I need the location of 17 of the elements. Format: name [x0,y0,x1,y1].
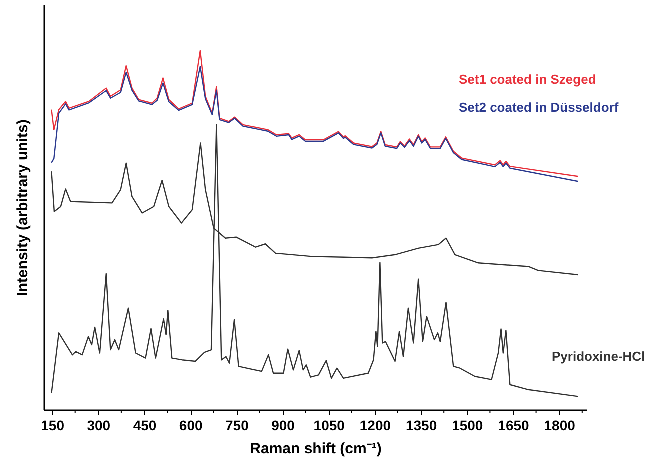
text: Set2 coated in Düsseldorf [459,100,620,115]
x-tick-label: 1050 [314,418,346,434]
x-tick-label: 1650 [498,418,530,434]
x-tick-label: 300 [87,418,111,434]
x-tick-label: 1500 [452,418,484,434]
x-axis-title: Raman shift (cm⁻¹) [250,440,382,458]
x-tick-label: 600 [179,418,203,434]
y-axis-title: Intensity (arbitrary units) [14,120,32,296]
x-tick-label: 1350 [406,418,438,434]
x-tick-label: 150 [41,418,65,434]
x-tick-label: 1200 [360,418,392,434]
text: Set1 coated in Szeged [459,72,596,87]
x-tick-label: 450 [133,418,157,434]
x-tick-label: 900 [272,418,296,434]
text: Pyridoxine-HCl [552,349,646,364]
x-tick-label: 1800 [544,418,576,434]
x-tick-label: 750 [226,418,250,434]
